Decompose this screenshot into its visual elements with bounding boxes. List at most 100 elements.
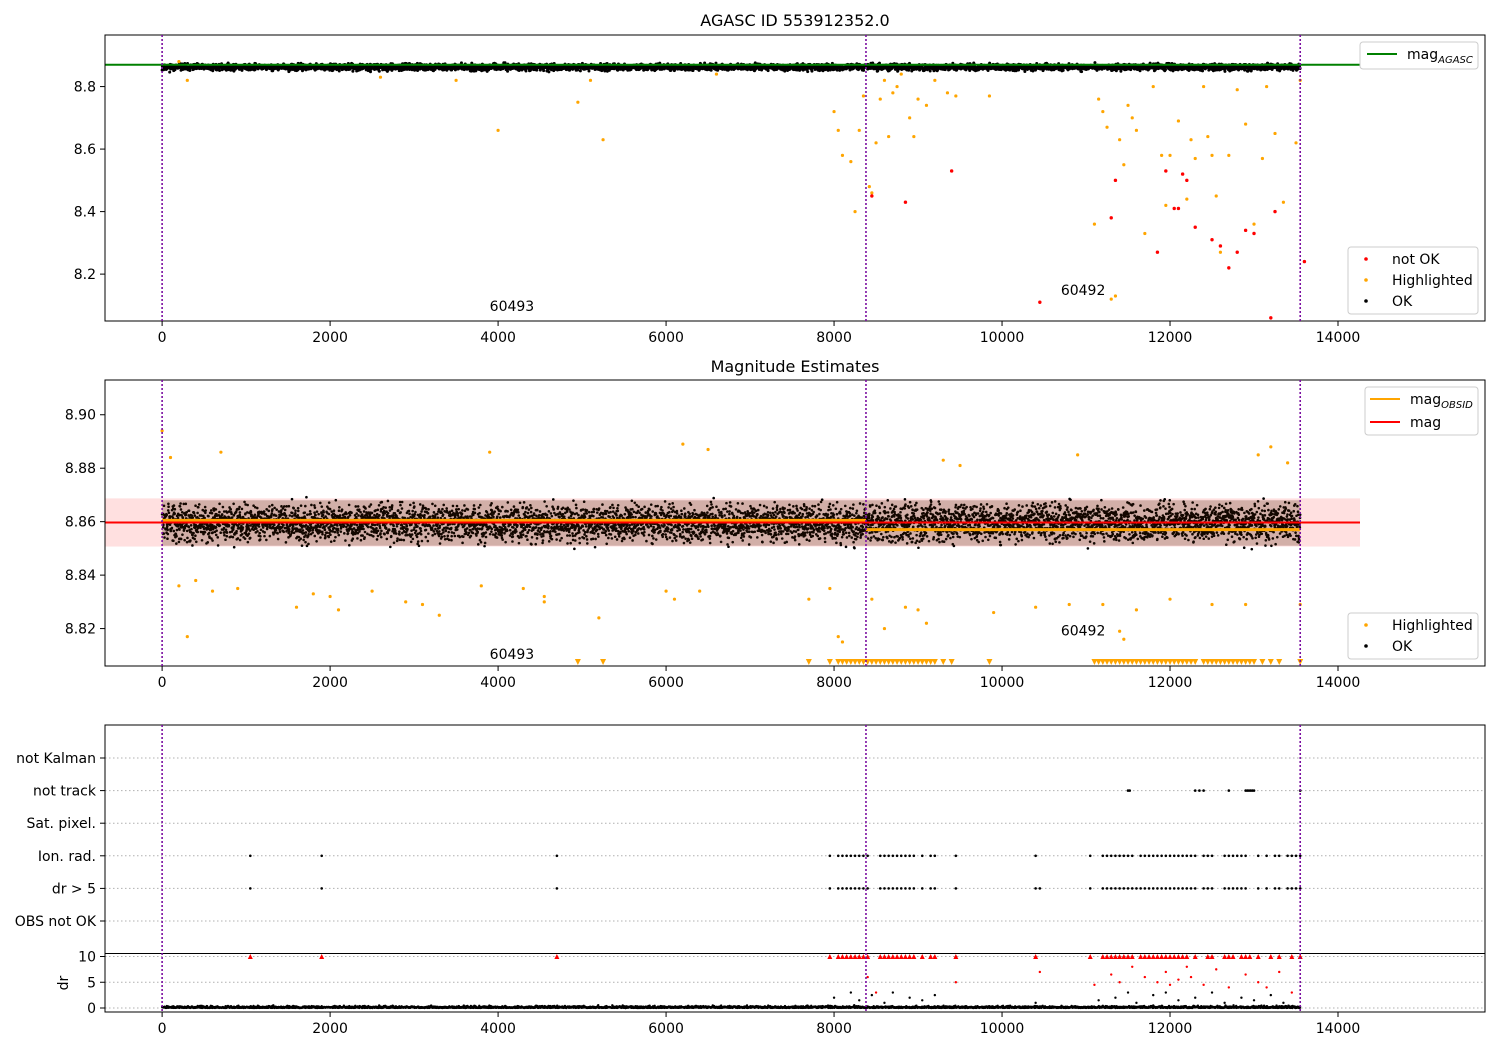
legend-label-highlighted: Highlighted — [1392, 273, 1473, 289]
panel2-data-layer — [105, 429, 1360, 665]
x-tick-label: 14000 — [1316, 330, 1361, 346]
legend-marker-not-ok — [1364, 257, 1368, 261]
highlighted-point — [861, 94, 866, 98]
highlighted-point — [496, 128, 500, 132]
highlighted-point — [912, 134, 916, 139]
highlighted-point — [882, 78, 887, 82]
not-ok-point — [1243, 228, 1248, 233]
highlighted-point — [1134, 128, 1139, 132]
highlighted-point — [836, 128, 840, 132]
highlighted-point — [1109, 297, 1113, 301]
not-ok-point — [1185, 178, 1189, 183]
ok-point — [542, 69, 546, 73]
y-tick-label: 8.2 — [74, 267, 96, 283]
highlighted-point — [895, 84, 899, 89]
panel1-data-layer — [105, 59, 1360, 320]
highlighted-point — [1214, 194, 1218, 198]
panel1-annotation-60492: 60492 — [1061, 283, 1106, 299]
not-ok-point — [1235, 250, 1239, 254]
not-ok-point — [1227, 266, 1231, 270]
highlighted-point — [1273, 131, 1277, 136]
highlighted-point — [601, 138, 605, 142]
x-tick-label: 6000 — [648, 330, 684, 346]
not-ok-point — [1193, 225, 1197, 229]
highlighted-point — [1101, 109, 1105, 114]
highlighted-point — [870, 191, 874, 195]
highlighted-point — [849, 159, 853, 164]
not-ok-point — [1218, 244, 1223, 248]
highlighted-point — [1260, 156, 1265, 161]
highlighted-point — [899, 72, 903, 76]
ok-point — [218, 68, 222, 72]
highlighted-point — [1210, 153, 1214, 157]
highlighted-point — [891, 91, 895, 95]
ok-point — [928, 69, 932, 73]
panel1-axes: 0 2000 4000 6000 8000 10000 12000 140008.28.48.… — [74, 35, 1361, 346]
highlighted-point — [1202, 84, 1206, 89]
panel1-legend-bottom: not OK Highlighted OK — [1347, 246, 1479, 315]
not-ok-point — [1172, 206, 1176, 211]
not-ok-point — [1109, 216, 1113, 220]
highlighted-point — [867, 184, 871, 189]
highlighted-point — [853, 210, 857, 214]
highlighted-point — [832, 109, 836, 114]
highlighted-point — [840, 153, 845, 157]
ok-point — [766, 69, 770, 73]
highlighted-point — [177, 59, 181, 64]
x-tick-label: 12000 — [1148, 330, 1193, 346]
not-ok-point — [1273, 209, 1277, 214]
highlighted-point — [1176, 119, 1181, 123]
ok-point — [524, 69, 528, 73]
ok-point — [709, 68, 713, 72]
legend-label-ok: OK — [1392, 294, 1413, 310]
ok-point — [1223, 69, 1227, 73]
x-tick-label: 10000 — [980, 330, 1025, 346]
not-ok-point — [870, 194, 874, 198]
not-ok-point — [1155, 250, 1160, 254]
highlighted-point — [588, 78, 593, 82]
highlighted-point — [933, 78, 937, 82]
ok-point — [862, 68, 866, 72]
not-ok-point — [1269, 316, 1273, 320]
not-ok-point — [1176, 206, 1181, 211]
highlighted-point — [1189, 138, 1193, 142]
panel2-title: Magnitude Estimates — [711, 357, 880, 376]
highlighted-point — [1218, 250, 1223, 254]
ok-point — [506, 69, 510, 73]
highlighted-point — [916, 97, 920, 101]
agasc-magnitude-panel: AGASC ID 553912352.0 0 2000 4000 6000 8000 10… — [74, 11, 1486, 346]
x-tick-label: 2000 — [312, 330, 348, 346]
y-tick-label: 8.6 — [74, 142, 96, 158]
highlighted-point — [378, 75, 383, 79]
ok-point — [587, 69, 591, 73]
ok-point — [1201, 69, 1205, 73]
highlighted-point — [874, 141, 878, 145]
x-tick-label: 0 — [158, 330, 167, 346]
highlighted-point — [185, 78, 189, 82]
highlighted-point — [1281, 200, 1286, 204]
highlighted-point — [1130, 116, 1134, 120]
highlighted-point — [1126, 103, 1130, 107]
highlighted-point — [857, 128, 861, 132]
highlighted-point — [1265, 84, 1269, 89]
highlighted-point — [1092, 222, 1097, 226]
ok-point — [810, 69, 814, 73]
highlighted-point — [1193, 156, 1197, 161]
highlighted-point — [887, 134, 891, 139]
ok-point — [578, 69, 582, 73]
panel1-legend-top: magAGASC — [1359, 41, 1479, 70]
highlighted-point — [1244, 122, 1248, 126]
highlighted-point — [987, 94, 992, 98]
highlighted-point — [1185, 197, 1189, 201]
y-tick-label: 8.4 — [74, 205, 96, 221]
ok-point — [351, 69, 355, 73]
x-tick-label: 4000 — [480, 330, 516, 346]
highlighted-point — [1122, 163, 1126, 167]
not-ok-point — [1180, 172, 1185, 176]
ok-point — [1023, 69, 1027, 73]
highlighted-point — [1294, 141, 1298, 145]
highlighted-point — [1160, 153, 1164, 157]
ok-point — [369, 70, 373, 74]
highlighted-point — [1151, 84, 1155, 89]
